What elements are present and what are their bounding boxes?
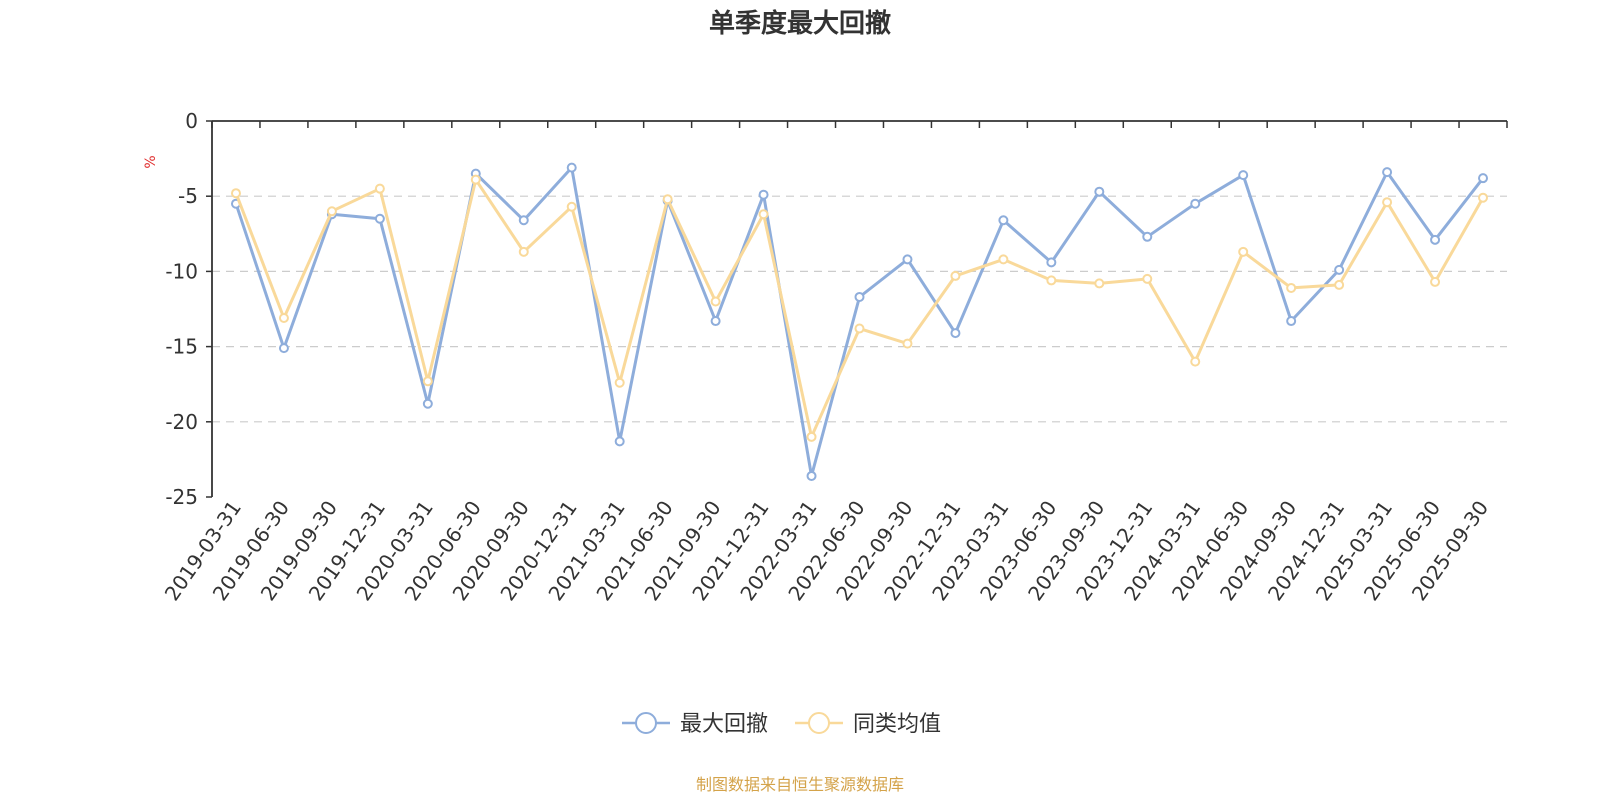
y-axis-ticks: 0 -5 -10 -15 -20 -25 [165, 109, 212, 509]
data-point [710, 296, 721, 307]
data-point [1430, 276, 1441, 287]
data-point [1046, 275, 1057, 286]
data-point [854, 323, 865, 334]
legend: 最大回撤 同类均值 [622, 712, 941, 737]
data-point [1190, 198, 1201, 209]
data-point [566, 162, 577, 173]
x-axis-ticks: 2019-03-312019-06-302019-09-302019-12-31… [160, 496, 1493, 605]
data-point [1382, 197, 1393, 208]
data-point [1094, 186, 1105, 197]
data-point [1334, 264, 1345, 275]
y-tick-label: -15 [165, 335, 198, 359]
data-point [1334, 279, 1345, 290]
data-point [422, 398, 433, 409]
data-point [662, 194, 673, 205]
data-point [1190, 356, 1201, 367]
data-point [1142, 273, 1153, 284]
data-point [518, 215, 529, 226]
data-point [902, 254, 913, 265]
data-point [422, 376, 433, 387]
series-2 [230, 174, 1489, 442]
data-source-note: 制图数据来自恒生聚源数据库 [696, 775, 904, 794]
data-point [1286, 282, 1297, 293]
data-point [1382, 167, 1393, 178]
y-tick-label: 0 [185, 109, 198, 133]
legend-label: 最大回撤 [680, 712, 768, 737]
data-point [374, 213, 385, 224]
data-point [278, 343, 289, 354]
data-point [950, 270, 961, 281]
data-point [806, 431, 817, 442]
data-point [806, 470, 817, 481]
data-point [998, 215, 1009, 226]
y-tick-label: -25 [165, 485, 198, 509]
data-point [566, 201, 577, 212]
data-point [614, 436, 625, 447]
data-point [230, 188, 241, 199]
y-tick-label: -10 [165, 259, 198, 283]
data-point [758, 189, 769, 200]
y-tick-label: -20 [165, 410, 198, 434]
data-point [854, 291, 865, 302]
series-line [234, 178, 1485, 439]
data-point [1478, 173, 1489, 184]
data-point [758, 209, 769, 220]
data-point [998, 254, 1009, 265]
data-point [1142, 231, 1153, 242]
grid-lines [212, 195, 1507, 423]
data-point [902, 338, 913, 349]
data-point [278, 313, 289, 324]
data-point [950, 328, 961, 339]
data-point [374, 183, 385, 194]
data-point [1430, 234, 1441, 245]
legend-marker [808, 712, 830, 734]
data-point [1238, 170, 1249, 181]
data-point [518, 246, 529, 257]
data-point [614, 377, 625, 388]
data-point [1478, 192, 1489, 203]
chart-title: 单季度最大回撤 [709, 8, 891, 39]
y-axis-unit: % [143, 155, 159, 168]
data-point [470, 174, 481, 185]
axes [211, 120, 1508, 497]
data-point [1238, 246, 1249, 257]
data-point [1094, 278, 1105, 289]
data-point [326, 206, 337, 217]
legend-label: 同类均值 [853, 712, 941, 737]
data-point [1046, 257, 1057, 268]
series-1 [230, 162, 1489, 481]
data-point [710, 316, 721, 327]
data-point [1286, 316, 1297, 327]
y-tick-label: -5 [178, 184, 198, 208]
legend-marker [635, 712, 657, 734]
series-group [230, 162, 1489, 481]
